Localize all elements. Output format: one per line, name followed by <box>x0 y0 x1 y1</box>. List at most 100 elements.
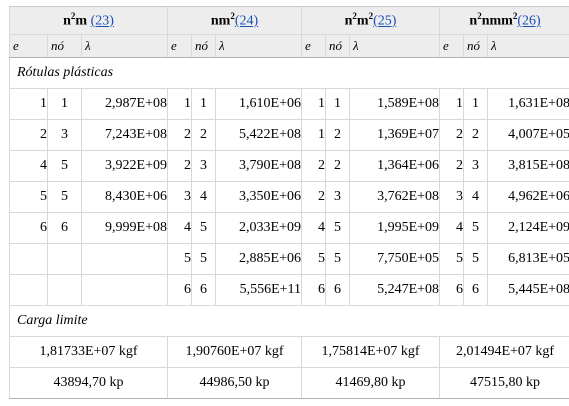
col-no: nó <box>463 34 489 58</box>
cell-lambda: 3,815E+08 <box>487 150 569 182</box>
cell-e: 2 <box>9 119 48 151</box>
cell-e: 1 <box>301 119 326 151</box>
col-e: e <box>9 34 48 58</box>
sub-header-row: e nó λ e nó λ e nó λ e nó λ <box>9 34 569 58</box>
cell-lambda: 2,033E+09 <box>215 212 302 244</box>
table-row: 5 5 2,885E+06 5 5 7,750E+05 5 5 6,813E+05 <box>9 243 569 275</box>
table-row: 1 1 2,987E+08 1 1 1,610E+06 1 1 1,589E+08 1 1 1,631… <box>9 88 569 120</box>
cell-lambda: 2,885E+06 <box>215 243 302 275</box>
section-row-load: Carga limite <box>8 305 569 337</box>
cell-e: 2 <box>167 150 192 182</box>
cell-no: 3 <box>325 181 350 213</box>
cell-e <box>9 274 48 306</box>
table-row: 2 3 7,243E+08 2 2 5,422E+08 1 2 1,369E+07 2 2 4,007… <box>9 119 569 151</box>
cell-e: 6 <box>439 274 465 306</box>
cell-no: 1 <box>47 88 82 120</box>
results-table: n2m (23) nm2(24) n2m2(25) n2nmm2(26) e n… <box>8 6 569 399</box>
col-lambda: λ <box>81 34 168 58</box>
cell-e: 5 <box>301 243 326 275</box>
table-row: 6 6 9,999E+08 4 5 2,033E+09 4 5 1,995E+09 4 5 2,124… <box>9 212 569 244</box>
load-kp-row: 43894,70 kp 44986,50 kp 41469,80 kp 4751… <box>9 367 569 399</box>
cell-e: 4 <box>439 212 465 244</box>
cell-lambda: 4,962E+06 <box>487 181 569 213</box>
cell-no: 5 <box>47 181 82 213</box>
cell-no: 2 <box>325 119 350 151</box>
cell-lambda: 5,247E+08 <box>348 274 441 306</box>
cell-e: 1 <box>9 88 48 120</box>
cell-no: 5 <box>463 243 489 275</box>
cell-lambda <box>81 243 168 275</box>
cell-e: 5 <box>167 243 192 275</box>
cell-no: 4 <box>463 181 489 213</box>
cell-e: 1 <box>439 88 465 120</box>
ref-link-26[interactable]: (26) <box>517 13 541 29</box>
cell-lambda: 1,995E+09 <box>348 212 441 244</box>
cell-lambda: 1,364E+06 <box>348 150 441 182</box>
cell-lambda: 5,556E+11 <box>215 274 302 306</box>
cell-no: 5 <box>191 243 216 275</box>
load-kp-cell: 43894,70 kp <box>9 367 168 399</box>
cell-lambda: 5,445E+08 <box>487 274 569 306</box>
load-kp-cell: 41469,80 kp <box>300 367 441 399</box>
cell-e: 1 <box>301 88 326 120</box>
cell-e: 2 <box>301 181 326 213</box>
ref-link-25[interactable]: (25) <box>373 13 397 29</box>
cell-no: 6 <box>191 274 216 306</box>
cell-e: 2 <box>439 119 465 151</box>
cell-no: 3 <box>47 119 82 151</box>
cell-e: 6 <box>167 274 192 306</box>
cell-lambda: 3,790E+08 <box>215 150 302 182</box>
load-kgf-row: 1,81733E+07 kgf 1,90760E+07 kgf 1,75814E… <box>9 336 569 368</box>
ref-link-23[interactable]: (23) <box>90 13 114 29</box>
col-e: e <box>439 34 465 58</box>
cell-lambda: 9,999E+08 <box>81 212 168 244</box>
group-header-n2m2: n2m2(25) <box>300 6 441 35</box>
cell-lambda <box>81 274 168 306</box>
cell-no: 6 <box>325 274 350 306</box>
cell-lambda: 1,589E+08 <box>348 88 441 120</box>
ref-link-24[interactable]: (24) <box>234 13 259 29</box>
cell-no: 2 <box>325 150 350 182</box>
cell-e: 5 <box>9 181 48 213</box>
group-header-row: n2m (23) nm2(24) n2m2(25) n2nmm2(26) <box>9 6 569 35</box>
cell-no: 2 <box>463 119 489 151</box>
cell-lambda: 7,750E+05 <box>348 243 441 275</box>
cell-no <box>47 243 82 275</box>
cell-lambda: 2,987E+08 <box>81 88 168 120</box>
group-header-n2nmm2: n2nmm2(26) <box>439 6 569 35</box>
cell-no <box>47 274 82 306</box>
cell-no: 5 <box>325 212 350 244</box>
group-header-n2m: n2m (23) <box>9 6 168 35</box>
cell-no: 3 <box>463 150 489 182</box>
col-lambda: λ <box>487 34 569 58</box>
col-no: nó <box>191 34 216 58</box>
cell-e: 3 <box>167 181 192 213</box>
col-e: e <box>301 34 326 58</box>
cell-lambda: 3,350E+06 <box>215 181 302 213</box>
cell-no: 5 <box>47 150 82 182</box>
cell-no: 6 <box>47 212 82 244</box>
load-kp-cell: 44986,50 kp <box>167 367 302 399</box>
load-kgf-cell: 1,90760E+07 kgf <box>167 336 302 368</box>
cell-no: 3 <box>191 150 216 182</box>
cell-no: 1 <box>191 88 216 120</box>
cell-e: 3 <box>439 181 465 213</box>
col-no: nó <box>325 34 350 58</box>
group-header-nm2: nm2(24) <box>167 6 302 35</box>
section-row-plastic: Rótulas plásticas <box>8 57 569 89</box>
cell-lambda: 1,631E+08 <box>487 88 569 120</box>
cell-no: 5 <box>325 243 350 275</box>
col-lambda: λ <box>215 34 302 58</box>
table-row: 5 5 8,430E+06 3 4 3,350E+06 2 3 3,762E+08 3 4 4,962… <box>9 181 569 213</box>
cell-lambda: 5,422E+08 <box>215 119 302 151</box>
cell-lambda: 8,430E+06 <box>81 181 168 213</box>
cell-no: 4 <box>191 181 216 213</box>
cell-no: 6 <box>463 274 489 306</box>
table-row: 6 6 5,556E+11 6 6 5,247E+08 6 6 5,445E+08 <box>9 274 569 306</box>
cell-e: 2 <box>167 119 192 151</box>
cell-lambda: 7,243E+08 <box>81 119 168 151</box>
cell-lambda: 2,124E+09 <box>487 212 569 244</box>
cell-e: 4 <box>167 212 192 244</box>
cell-no: 5 <box>191 212 216 244</box>
section-label-plastic: Rótulas plásticas <box>8 57 569 89</box>
